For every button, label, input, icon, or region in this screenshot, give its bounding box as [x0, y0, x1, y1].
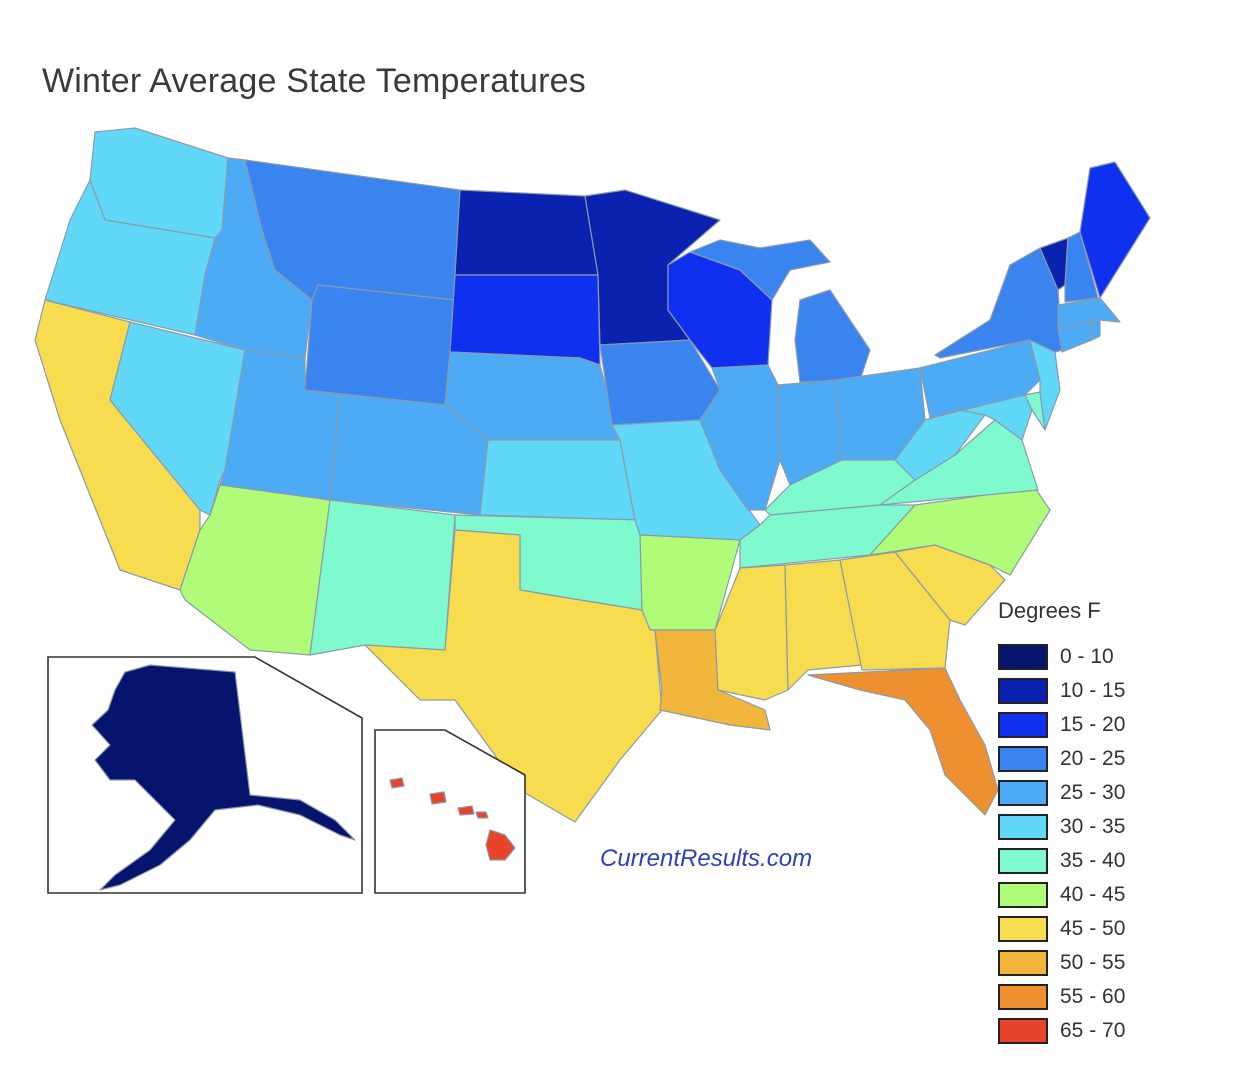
legend-label: 65 - 70: [1060, 1019, 1126, 1042]
legend-item: 25 - 30: [998, 776, 1198, 810]
state-new-hampshire[interactable]: [1064, 231, 1099, 303]
legend-item: 15 - 20: [998, 708, 1198, 742]
map-title: Winter Average State Temperatures: [42, 62, 586, 100]
state-florida[interactable]: [807, 667, 999, 816]
legend-label: 10 - 15: [1060, 679, 1126, 702]
legend-swatch: [998, 644, 1048, 670]
legend-item: 10 - 15: [998, 674, 1198, 708]
legend-item: 40 - 45: [998, 878, 1198, 912]
state-alabama[interactable]: [784, 559, 863, 691]
legend-label: 15 - 20: [1060, 713, 1126, 736]
legend-label: 50 - 55: [1060, 951, 1126, 974]
legend-label: 30 - 35: [1060, 815, 1126, 838]
legend: Degrees F 0 - 10 10 - 15 15 - 20 20 - 25…: [998, 598, 1198, 1048]
legend-item: 30 - 35: [998, 810, 1198, 844]
legend-item: 0 - 10: [998, 640, 1198, 674]
legend-swatch: [998, 984, 1048, 1010]
state-new-york[interactable]: [934, 247, 1063, 359]
legend-swatch: [998, 916, 1048, 942]
legend-swatch: [998, 814, 1048, 840]
state-texas[interactable]: [364, 529, 663, 823]
state-hawaii[interactable]: [389, 777, 516, 861]
legend-item: 55 - 60: [998, 980, 1198, 1014]
legend-item: 20 - 25: [998, 742, 1198, 776]
state-illinois[interactable]: [699, 364, 781, 511]
state-georgia[interactable]: [839, 551, 951, 671]
state-new-mexico[interactable]: [309, 499, 456, 656]
legend-item: 35 - 40: [998, 844, 1198, 878]
legend-swatch: [998, 950, 1048, 976]
legend-item: 65 - 70: [998, 1014, 1198, 1048]
legend-item: 45 - 50: [998, 912, 1198, 946]
legend-label: 0 - 10: [1060, 645, 1114, 668]
legend-swatch: [998, 1018, 1048, 1044]
legend-swatch: [998, 780, 1048, 806]
state-maine[interactable]: [1079, 161, 1151, 299]
state-tennessee[interactable]: [739, 504, 916, 569]
legend-swatch: [998, 678, 1048, 704]
legend-swatch: [998, 882, 1048, 908]
legend-label: 55 - 60: [1060, 985, 1126, 1008]
legend-label: 35 - 40: [1060, 849, 1126, 872]
legend-title: Degrees F: [998, 598, 1101, 623]
state-north-dakota[interactable]: [454, 189, 599, 276]
state-north-carolina[interactable]: [869, 487, 1051, 576]
state-nebraska[interactable]: [444, 351, 621, 441]
legend-label: 40 - 45: [1060, 883, 1126, 906]
legend-swatch: [998, 848, 1048, 874]
legend-label: 25 - 30: [1060, 781, 1126, 804]
legend-item: 50 - 55: [998, 946, 1198, 980]
legend-label: 45 - 50: [1060, 917, 1126, 940]
state-wyoming[interactable]: [304, 284, 456, 406]
state-alaska[interactable]: [91, 664, 356, 891]
source-credit: CurrentResults.com: [600, 845, 813, 872]
legend-label: 20 - 25: [1060, 747, 1126, 770]
legend-swatch: [998, 712, 1048, 738]
legend-swatch: [998, 746, 1048, 772]
state-rhode-island[interactable]: [1089, 319, 1101, 341]
state-kansas[interactable]: [479, 439, 636, 521]
state-south-dakota[interactable]: [449, 274, 601, 366]
